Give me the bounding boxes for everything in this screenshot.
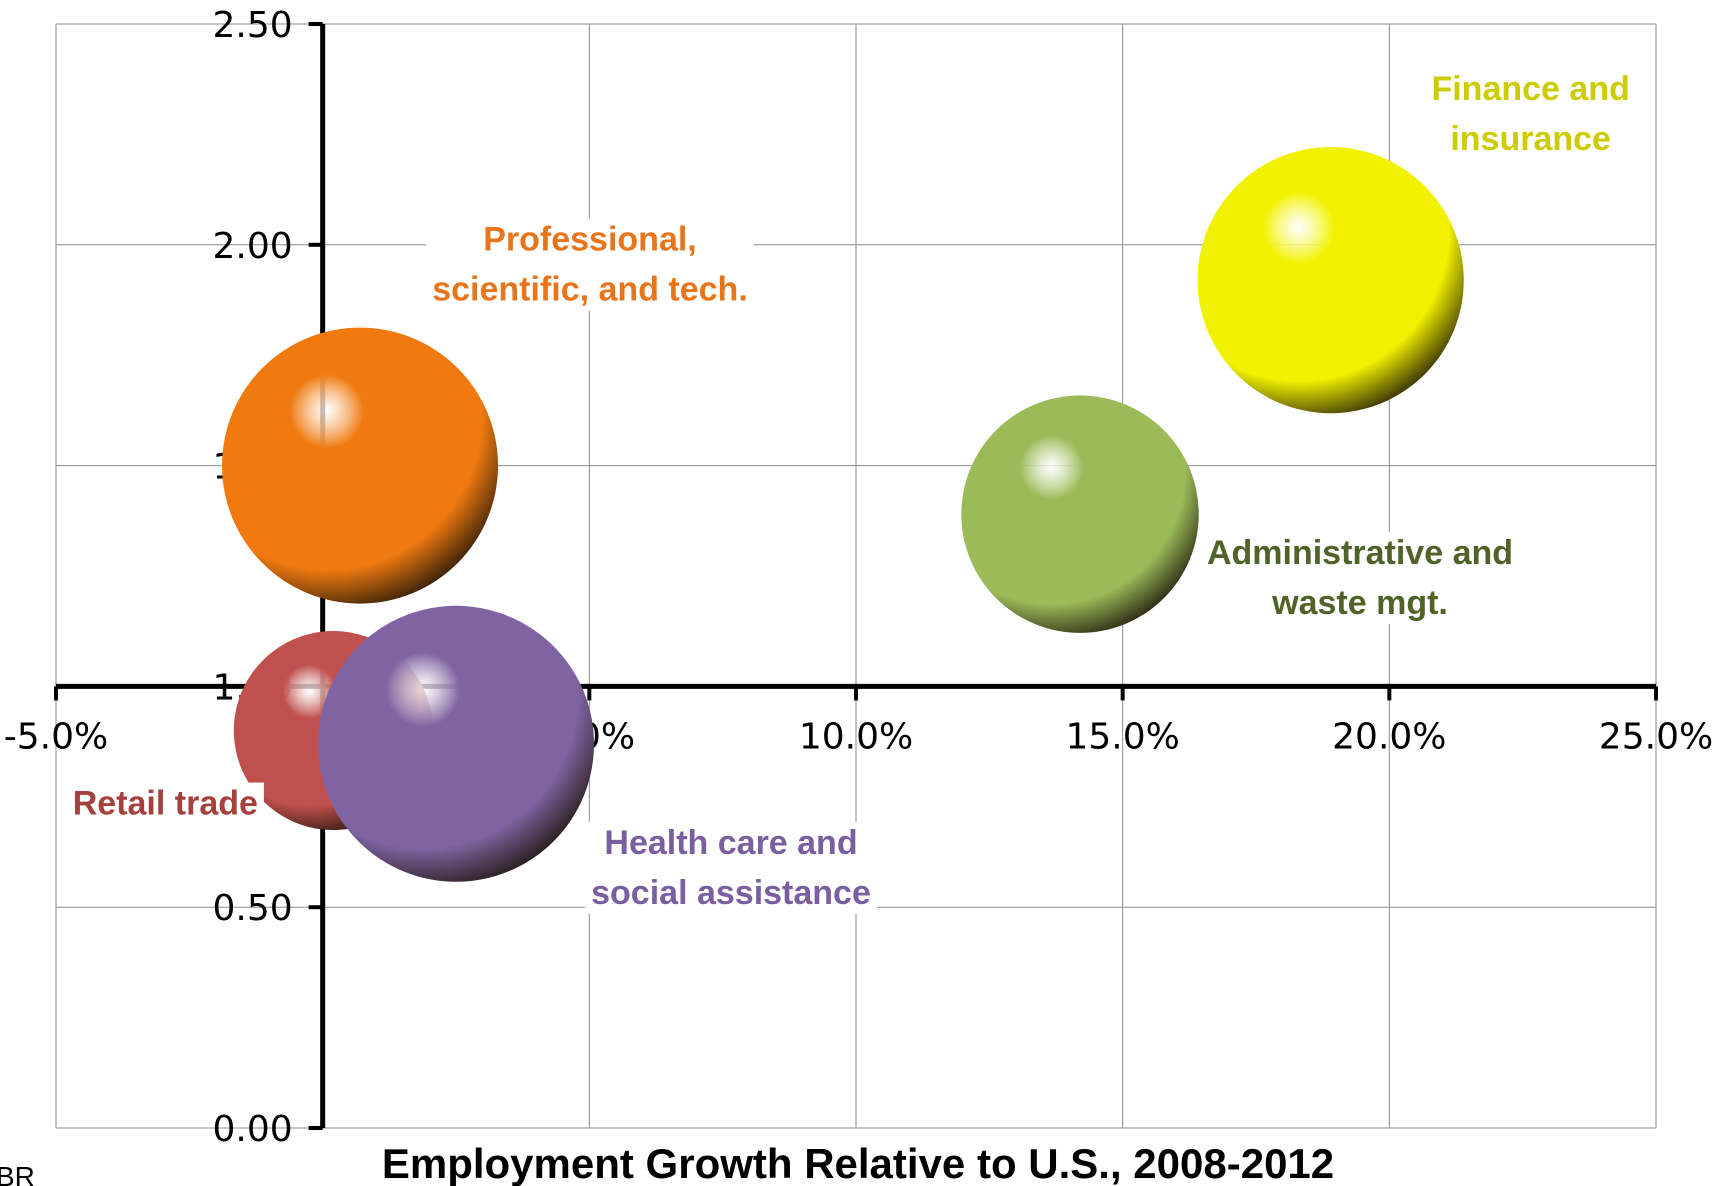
y-tick-label: 2.50 (213, 5, 293, 46)
x-tick-label: 25.0% (1599, 716, 1713, 757)
bubble-label-bg (585, 821, 877, 914)
source-note: BR (0, 1161, 35, 1186)
bubble-label-bg (1200, 532, 1520, 625)
y-tick-label: 2.00 (213, 226, 293, 267)
bubble-label: Finance and insurance (1431, 70, 1629, 158)
x-tick-label: -5.0% (4, 716, 108, 757)
bubble-label: Administrative and waste mgt. (1207, 534, 1513, 622)
bubble (961, 395, 1199, 633)
bubble (1197, 147, 1464, 414)
bubble (222, 327, 498, 604)
x-tick-label: 20.0% (1332, 716, 1446, 757)
bubble (318, 605, 594, 882)
bubble-label: Health care and social assistance (591, 824, 871, 912)
bubble-labels: Professional, scientific, and tech. Financ… (66, 68, 1636, 914)
x-tick-label: 15.0% (1065, 716, 1179, 757)
bubble-label: Professional, scientific, and tech. (432, 221, 748, 309)
bubble-label-bg (426, 218, 754, 311)
bubble-label: Retail trade (73, 785, 258, 823)
x-axis-label: Employment Growth Relative to U.S., 2008… (382, 1140, 1334, 1186)
bubble-label-bg (66, 782, 264, 825)
y-tick-label: 0.00 (213, 1109, 293, 1150)
bubbles (222, 147, 1464, 882)
bubble-label-bg (1425, 68, 1636, 161)
y-tick-label: 0.50 (213, 888, 293, 929)
x-tick-label: 10.0% (799, 716, 913, 757)
